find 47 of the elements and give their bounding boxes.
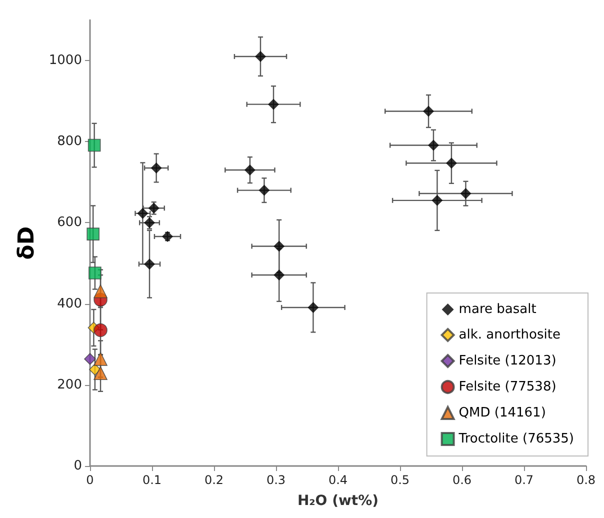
y-tick-label: 1000: [48, 53, 82, 68]
x-tick-label: 0.7: [514, 473, 534, 487]
legend-label: alk. anorthosite: [458, 328, 560, 342]
point: [86, 228, 100, 240]
point: [94, 284, 108, 298]
x-tick-label: 0.8: [576, 473, 596, 487]
point: [94, 366, 108, 380]
point: [84, 353, 96, 365]
y-axis-title: δD: [14, 226, 40, 260]
point: [244, 164, 256, 176]
point: [460, 188, 472, 200]
point: [428, 140, 439, 151]
point: [150, 162, 162, 174]
x-axis-title: H₂O (wt%): [297, 493, 379, 509]
x-tick-label: 0: [86, 473, 94, 487]
y-tick-label: 200: [57, 377, 82, 392]
legend-label: Troctolite (76535): [458, 432, 574, 446]
point: [423, 106, 434, 117]
legend-label: mare basalt: [458, 302, 536, 317]
y-tick-label: 0: [74, 458, 82, 474]
point: [268, 98, 280, 110]
x-tick-label: 0.6: [452, 473, 472, 487]
legend-label: Felsite (77538): [458, 380, 556, 394]
x-tick-label: 0.3: [266, 473, 286, 487]
point: [432, 194, 443, 206]
y-tick-label: 600: [57, 215, 82, 230]
point: [94, 352, 108, 366]
legend-label: QMD (14161): [458, 406, 546, 420]
x-tick-label: 0.2: [204, 473, 224, 487]
point: [446, 158, 457, 169]
point: [88, 138, 101, 152]
point: [258, 184, 270, 196]
point: [254, 50, 266, 62]
point: [94, 323, 108, 338]
point: [274, 240, 285, 252]
x-tick-label: 0.4: [328, 473, 348, 487]
legend-label: Felsite (12013): [458, 354, 556, 368]
y-tick-label: 400: [57, 296, 82, 312]
point: [274, 270, 285, 281]
point: [308, 302, 319, 313]
x-tick-label: 0.5: [390, 473, 410, 487]
point: [144, 258, 156, 270]
x-tick-label: 0.1: [142, 473, 162, 487]
y-tick-label: 800: [57, 134, 82, 150]
point: [88, 266, 102, 280]
point: [162, 231, 173, 242]
point: [148, 202, 160, 214]
